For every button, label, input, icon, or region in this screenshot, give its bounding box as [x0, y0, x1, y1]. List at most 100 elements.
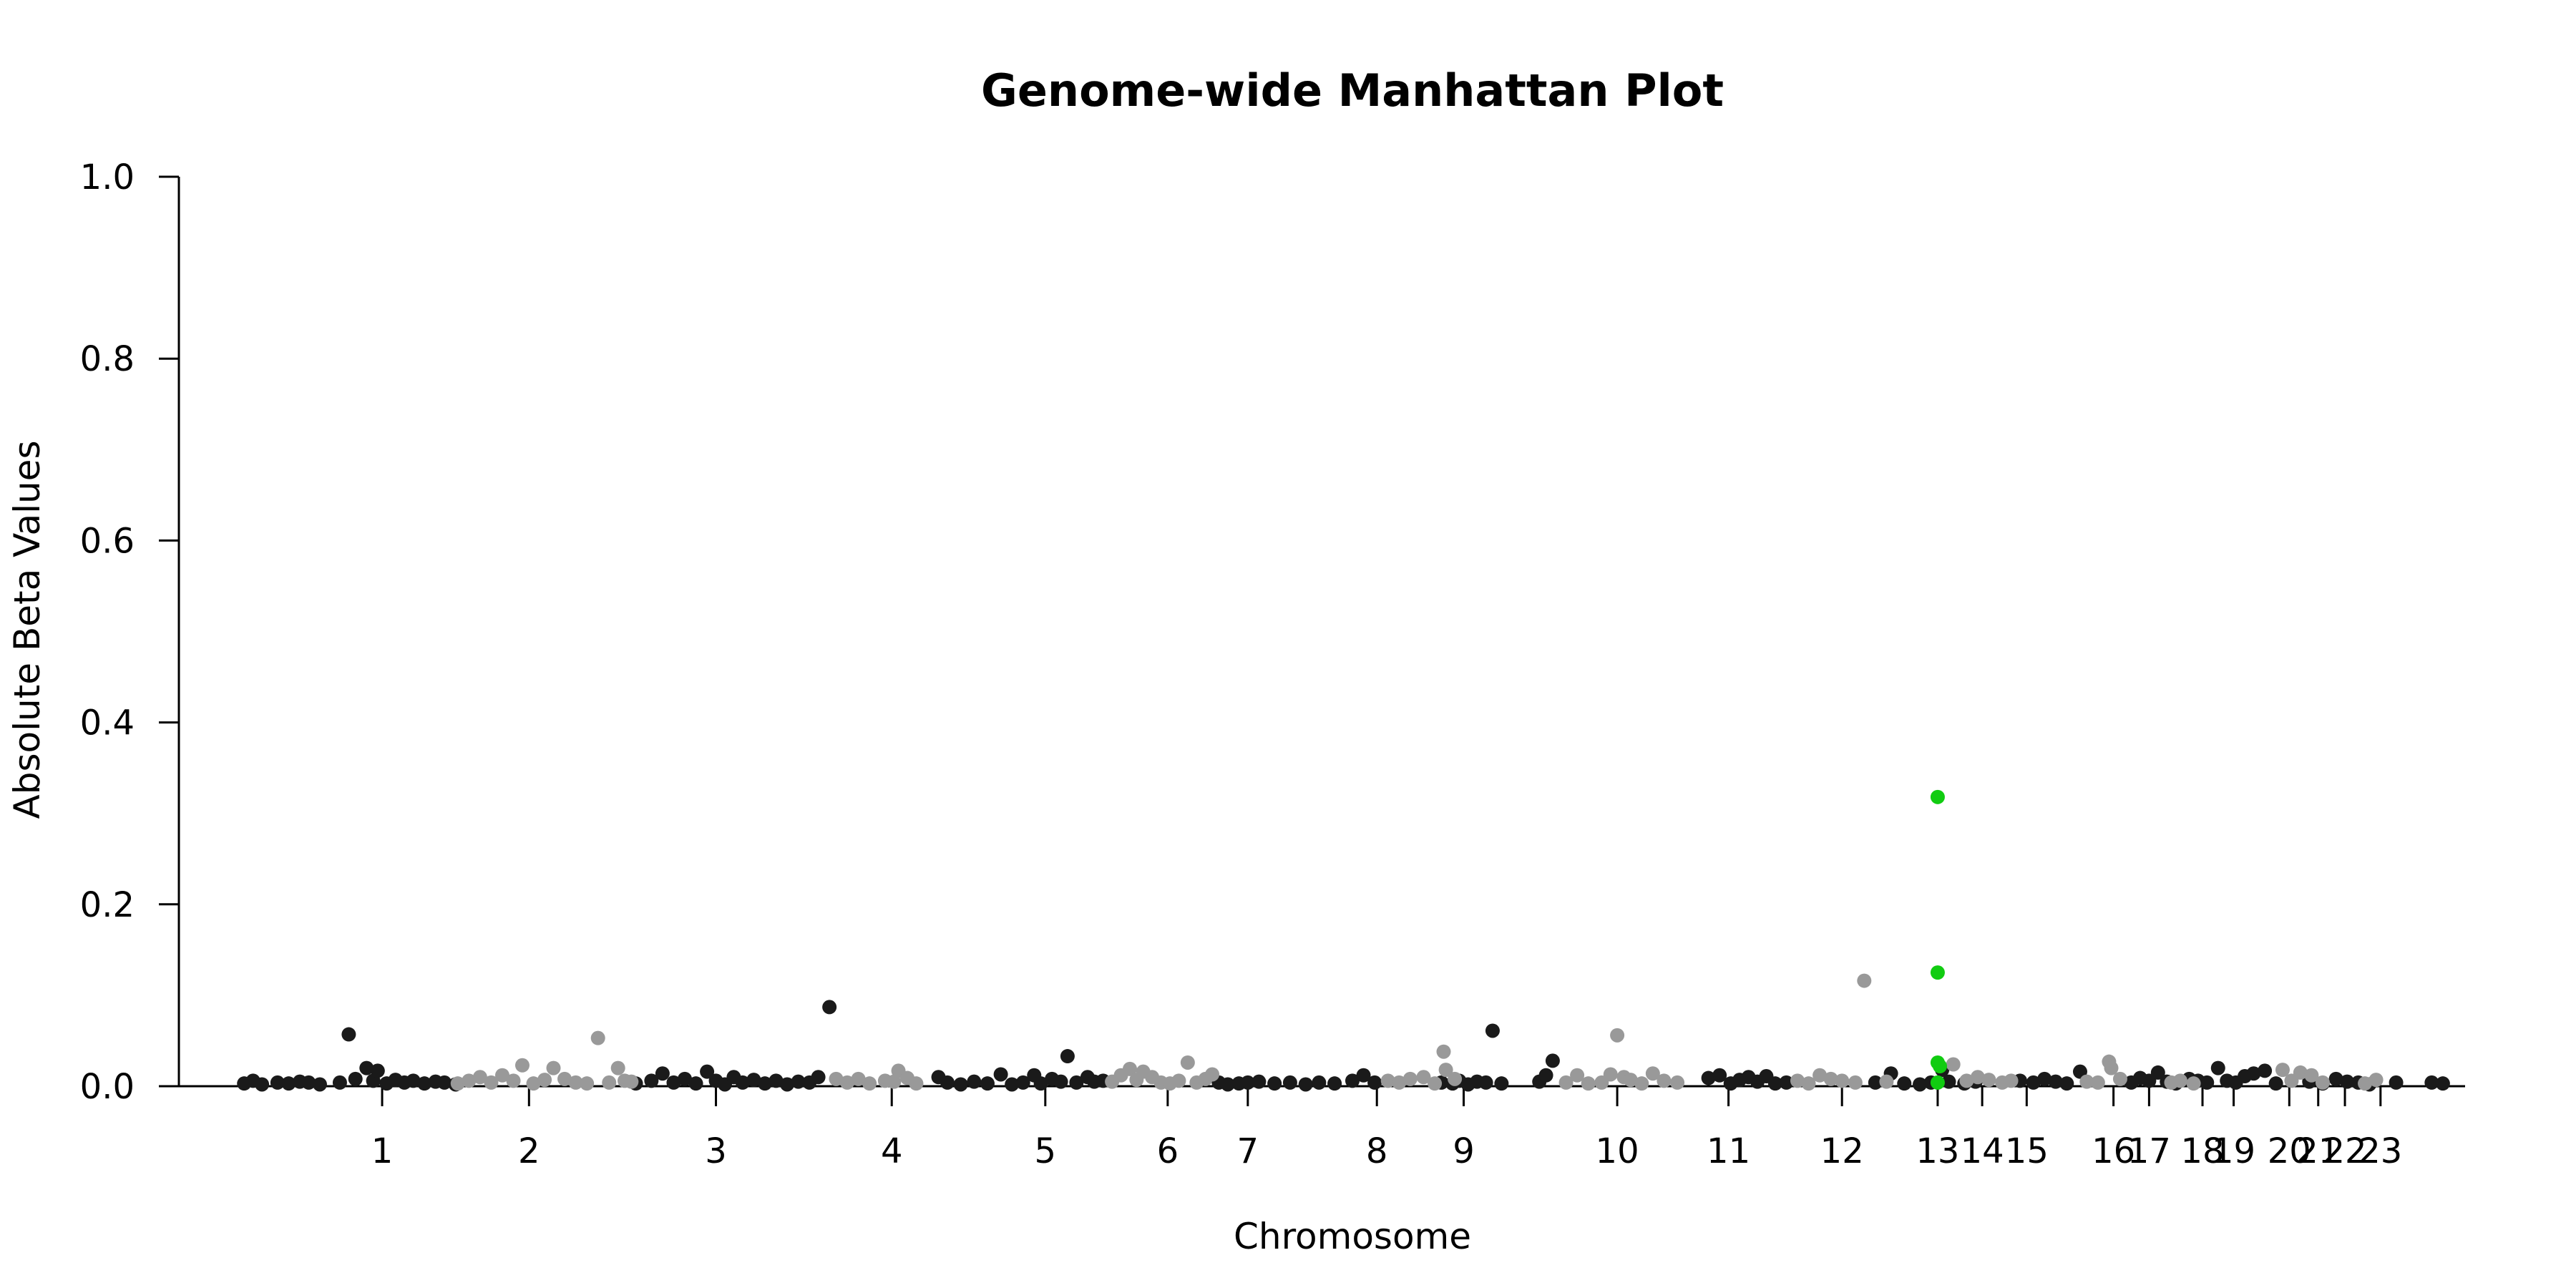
data-point: [2172, 1073, 2187, 1088]
data-point: [887, 1074, 902, 1089]
data-point: [1033, 1076, 1048, 1091]
data-point: [462, 1073, 477, 1088]
data-point: [526, 1076, 541, 1091]
data-point: [472, 1070, 487, 1085]
data-point: [967, 1074, 982, 1089]
data-point: [1657, 1073, 1672, 1088]
data-point: [1946, 1057, 1961, 1072]
data-point: [1494, 1076, 1509, 1091]
data-point: [1857, 973, 1872, 988]
x-tick-label: 11: [1707, 1131, 1750, 1171]
x-tick-label: 14: [1961, 1131, 2004, 1171]
x-tick-label: 16: [2092, 1131, 2135, 1171]
data-point: [746, 1073, 761, 1088]
data-point: [940, 1075, 955, 1090]
data-point: [2200, 1075, 2215, 1090]
data-point: [2304, 1068, 2319, 1083]
data-point: [735, 1075, 750, 1090]
data-point: [2328, 1071, 2343, 1086]
data-point: [678, 1071, 692, 1086]
data-point: [417, 1076, 432, 1091]
data-point: [1930, 789, 1945, 804]
data-point: [2004, 1073, 2019, 1088]
data-point: [2104, 1060, 2119, 1075]
data-point: [655, 1066, 670, 1081]
data-point: [1610, 1028, 1625, 1043]
data-point: [370, 1063, 385, 1078]
data-point: [1959, 1073, 1974, 1088]
data-point: [2424, 1075, 2439, 1090]
data-point: [2079, 1074, 2094, 1089]
data-point: [1634, 1076, 1649, 1091]
x-tick-label: 13: [1916, 1131, 1959, 1171]
x-tick-label: 4: [881, 1131, 903, 1171]
y-axis-label: Absolute Beta Values: [6, 441, 48, 819]
data-point: [348, 1071, 363, 1086]
x-tick-label: 12: [1820, 1131, 1864, 1171]
x-tick-label: 1: [371, 1131, 394, 1171]
data-point: [1603, 1067, 1618, 1082]
data-point: [1813, 1068, 1828, 1083]
data-point: [2246, 1066, 2261, 1081]
data-point: [1581, 1076, 1596, 1091]
data-point: [1545, 1053, 1560, 1068]
data-point: [811, 1070, 826, 1085]
data-point: [2435, 1076, 2450, 1091]
data-point: [1345, 1073, 1360, 1088]
data-point: [2059, 1076, 2074, 1091]
data-point: [1848, 1075, 1863, 1090]
data-point: [700, 1064, 715, 1079]
data-point: [1205, 1067, 1220, 1082]
data-point: [2150, 1065, 2165, 1080]
data-point: [1220, 1077, 1235, 1092]
data-point: [281, 1076, 296, 1091]
data-point: [270, 1075, 285, 1090]
y-tick-label: 0.8: [80, 339, 135, 379]
data-point: [484, 1075, 499, 1090]
data-point: [312, 1077, 327, 1092]
data-point: [769, 1073, 784, 1088]
data-point: [1282, 1075, 1297, 1090]
data-point: [602, 1075, 617, 1090]
data-point: [993, 1067, 1008, 1082]
x-tick-label: 18: [2180, 1131, 2224, 1171]
data-point: [341, 1027, 356, 1042]
data-point: [2112, 1071, 2127, 1086]
x-tick-label: 20: [2268, 1131, 2311, 1171]
data-point: [822, 1000, 837, 1015]
data-point: [437, 1075, 452, 1090]
data-point: [406, 1073, 421, 1088]
data-point: [1941, 1074, 1956, 1089]
data-point: [2048, 1074, 2063, 1089]
data-point: [666, 1075, 681, 1090]
data-point: [1438, 1063, 1453, 1078]
data-point: [1823, 1071, 1838, 1086]
data-point: [2258, 1063, 2273, 1078]
data-point: [644, 1073, 659, 1088]
data-point: [359, 1060, 374, 1075]
data-point: [2315, 1075, 2330, 1090]
data-point: [1392, 1075, 1407, 1090]
data-point: [1779, 1075, 1794, 1090]
data-point: [2389, 1075, 2404, 1090]
data-point: [1970, 1070, 1985, 1085]
data-point: [1879, 1074, 1894, 1089]
data-point: [1312, 1075, 1327, 1090]
data-points: [237, 789, 2450, 1092]
data-point: [1701, 1070, 1716, 1085]
data-point: [780, 1077, 795, 1092]
x-tick-label: 22: [2323, 1131, 2367, 1171]
x-tick-label: 10: [1596, 1131, 1639, 1171]
data-point: [688, 1076, 703, 1091]
data-point: [829, 1071, 844, 1086]
data-point: [1790, 1073, 1805, 1088]
data-point: [1913, 1077, 1928, 1092]
x-tick-label: 17: [2127, 1131, 2171, 1171]
data-point: [2275, 1063, 2290, 1078]
data-point: [494, 1068, 509, 1083]
data-point: [1123, 1061, 1137, 1076]
x-tick-label: 5: [1035, 1131, 1057, 1171]
data-point: [2358, 1076, 2373, 1091]
